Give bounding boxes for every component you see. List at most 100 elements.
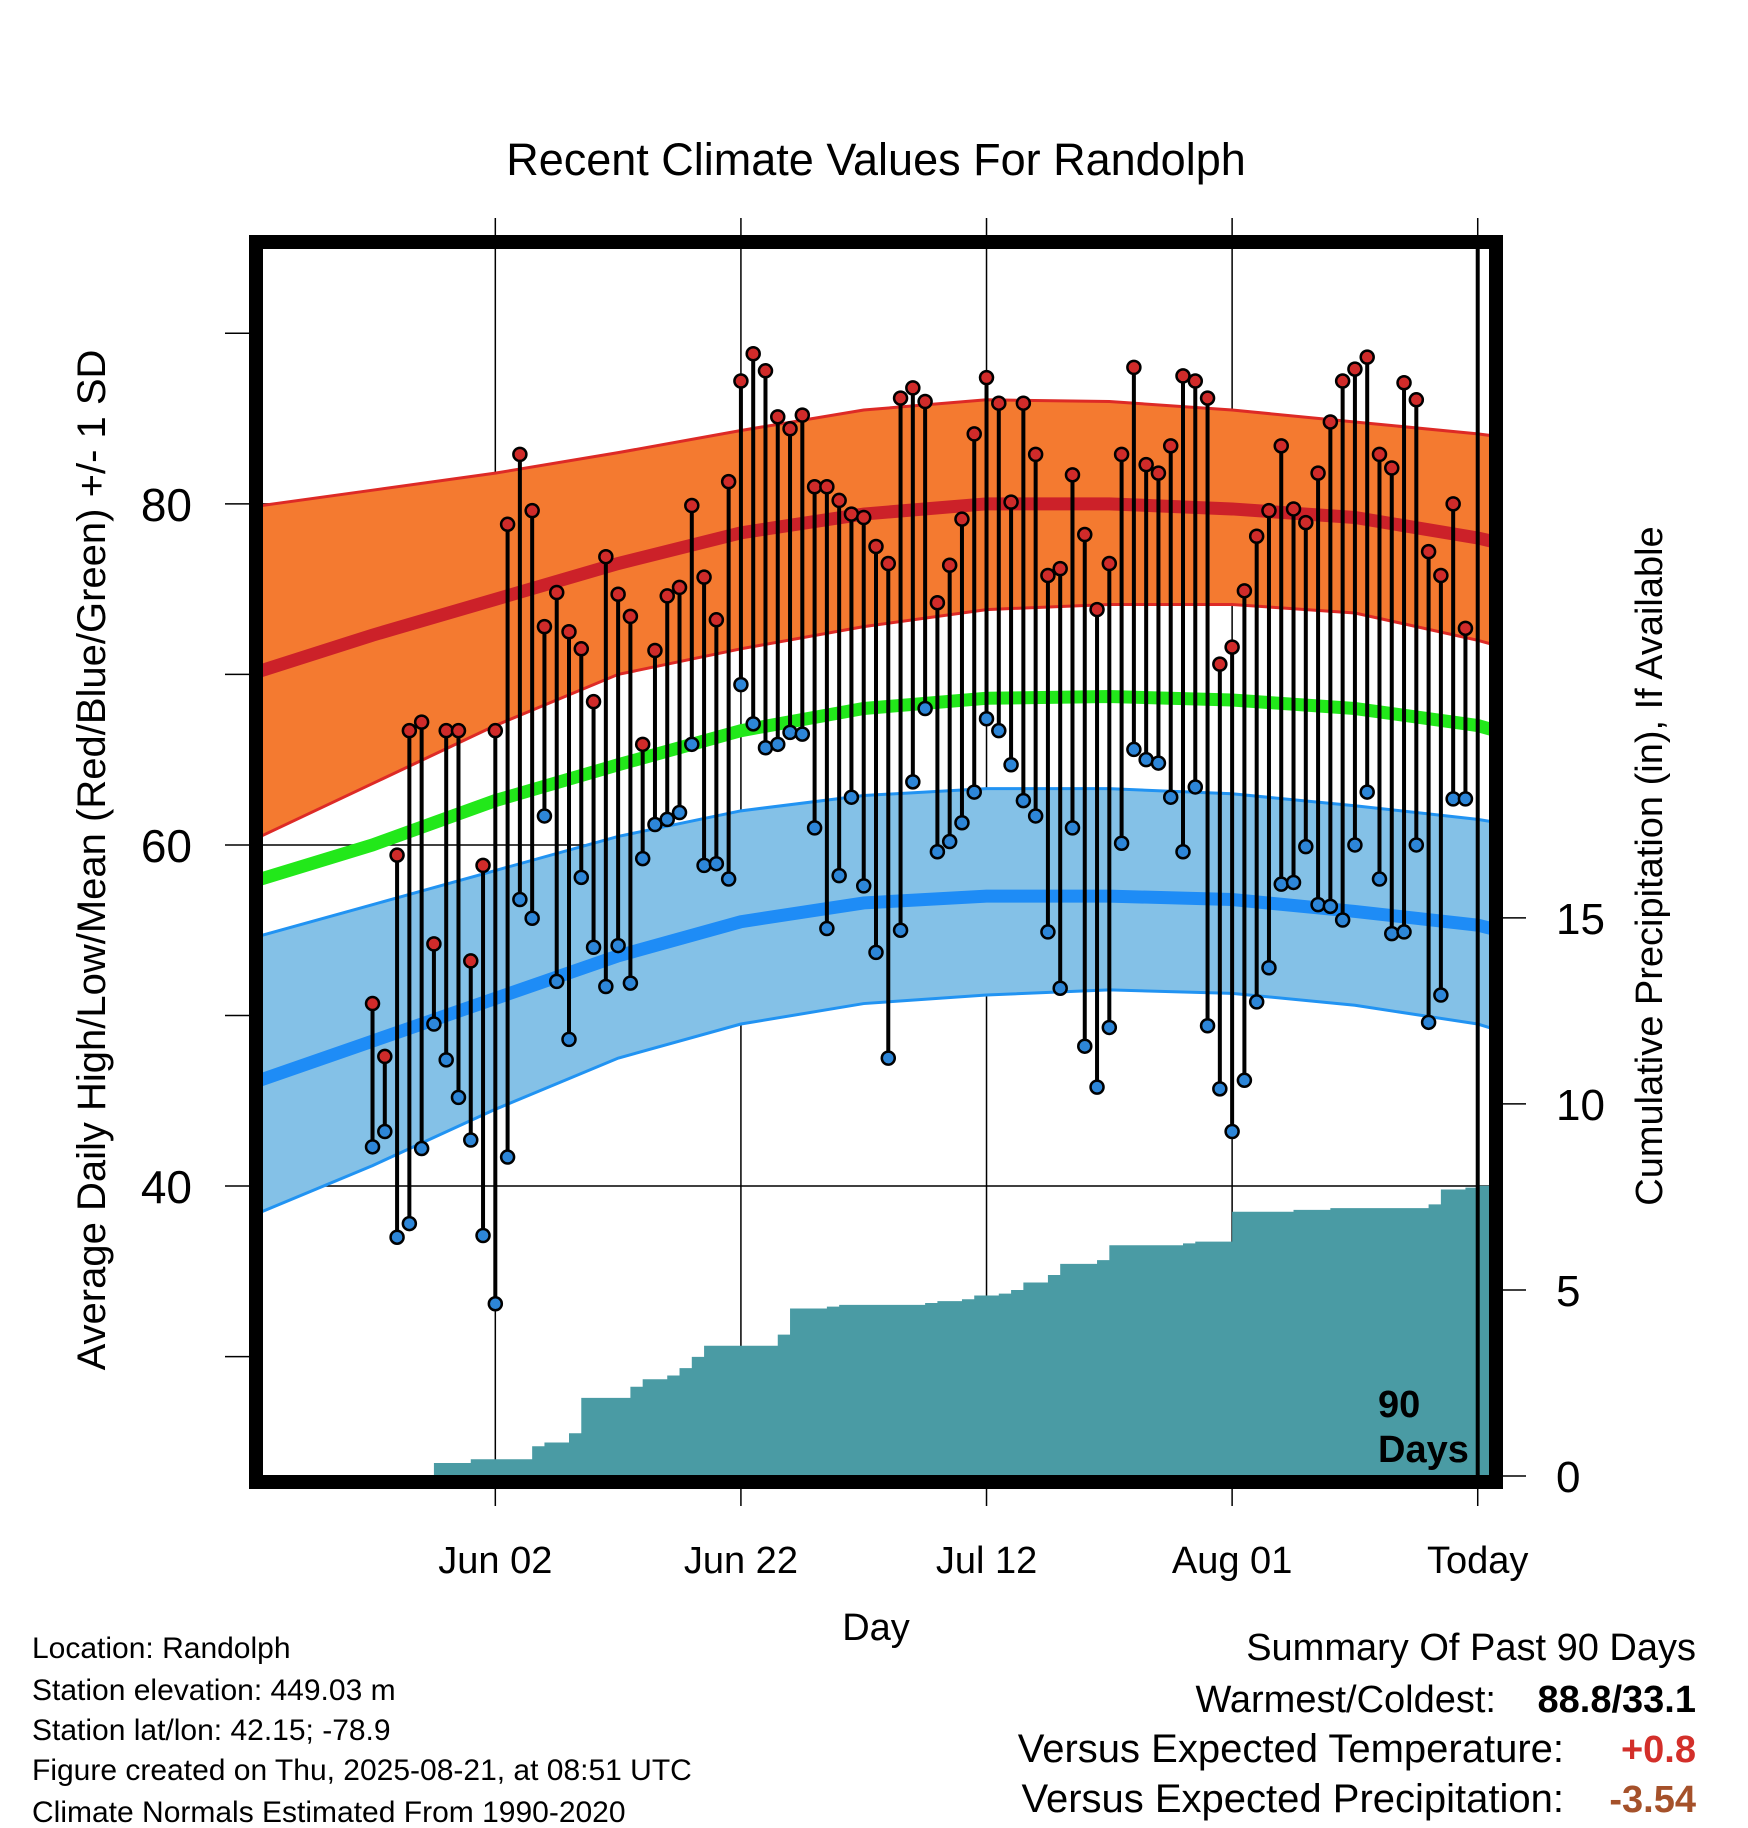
low-point — [389, 1229, 405, 1245]
high-point — [745, 345, 761, 362]
high-point — [1334, 373, 1351, 389]
low-point — [364, 1139, 381, 1155]
high-point — [413, 714, 430, 730]
low-point — [548, 973, 565, 990]
high-point — [1052, 560, 1068, 577]
low-point — [770, 736, 786, 753]
high-point — [426, 936, 442, 952]
high-point — [905, 380, 921, 396]
info-created: Figure created on Thu, 2025-08-21, at 08… — [32, 1754, 692, 1787]
low-point — [757, 739, 774, 756]
high-point — [843, 506, 860, 522]
high-point — [524, 502, 540, 519]
info-latlon: Station lat/lon: 42.15; -78.9 — [32, 1714, 391, 1747]
low-point — [1408, 837, 1425, 853]
low-point — [585, 939, 602, 956]
low-point — [855, 878, 872, 894]
low-point — [1371, 871, 1388, 887]
y2-tick-label: 15 — [1556, 895, 1605, 944]
high-point — [1420, 543, 1437, 560]
high-point — [1212, 656, 1228, 672]
high-point — [1101, 555, 1118, 572]
high-point — [1433, 567, 1449, 584]
high-point — [671, 579, 688, 596]
low-point — [622, 975, 639, 991]
precip-area — [262, 1185, 1490, 1476]
info-elevation: Station elevation: 449.03 m — [32, 1674, 396, 1707]
y-tick-label: 80 — [141, 479, 192, 531]
y2-tick-label: 5 — [1556, 1267, 1580, 1316]
high-point — [1359, 349, 1375, 365]
high-point — [1273, 438, 1289, 454]
low-point — [561, 1031, 577, 1048]
high-point — [536, 618, 553, 635]
low-point — [450, 1089, 467, 1106]
low-point — [1433, 987, 1449, 1003]
low-point — [1236, 1072, 1253, 1089]
high-point — [1236, 583, 1253, 599]
low-point — [733, 676, 749, 693]
summary-title: Summary Of Past 90 Days — [1246, 1627, 1696, 1669]
low-point — [524, 910, 540, 927]
summary-precip-value: -3.54 — [1609, 1779, 1696, 1821]
high-point — [733, 373, 749, 389]
low-point — [1040, 924, 1056, 940]
high-point — [389, 847, 405, 863]
low-point — [941, 833, 958, 850]
today-label-line2: Days — [1378, 1429, 1469, 1471]
low-point — [1273, 876, 1289, 892]
low-point — [1322, 898, 1339, 915]
low-point — [794, 726, 811, 742]
info-location: Location: Randolph — [32, 1632, 291, 1665]
high-point — [1371, 446, 1388, 463]
low-point — [684, 736, 700, 753]
low-point — [831, 867, 847, 884]
high-point — [499, 516, 516, 533]
high-point — [475, 857, 491, 874]
high-point — [610, 586, 626, 602]
low-point — [1224, 1123, 1240, 1140]
high-point — [880, 555, 897, 572]
low-point — [966, 784, 982, 800]
high-point — [573, 641, 590, 657]
y2-tick-label: 0 — [1556, 1453, 1580, 1502]
high-point — [585, 693, 602, 710]
y-tick-label: 40 — [141, 1161, 192, 1213]
plot-frame — [249, 235, 1503, 1489]
low-point — [819, 920, 835, 937]
low-point — [1162, 789, 1179, 805]
high-point — [1027, 446, 1044, 463]
high-point — [917, 393, 933, 410]
low-upper-line — [262, 787, 1490, 937]
axes: Jun 02 Jun 22 Jul 12 Aug 01 Today 40 60 80 0 5 10 1… — [141, 218, 1605, 1582]
high-point — [929, 595, 946, 611]
low-point — [1298, 838, 1314, 855]
summary-temp-label: Versus Expected Temperature: — [1018, 1727, 1564, 1771]
low-point — [1150, 755, 1167, 771]
low-point — [487, 1295, 504, 1312]
high-point — [991, 395, 1007, 411]
high-point — [1298, 514, 1314, 531]
low-point — [843, 789, 860, 805]
low-point — [1027, 808, 1044, 824]
x-tick-label: Today — [1427, 1540, 1528, 1582]
low-point — [512, 891, 528, 908]
low-point — [1175, 844, 1191, 860]
high-point — [1077, 526, 1093, 543]
info-normals: Climate Normals Estimated From 1990-2020 — [32, 1796, 626, 1828]
high-point — [598, 548, 614, 565]
low-point — [1089, 1079, 1105, 1095]
high-point — [782, 421, 798, 437]
low-point — [1003, 757, 1019, 773]
low-point — [438, 1052, 454, 1068]
low-point — [377, 1123, 393, 1140]
low-point — [1199, 1017, 1216, 1034]
low-point — [1384, 925, 1400, 942]
high-point — [892, 390, 909, 406]
low-point — [1015, 792, 1032, 809]
low-point — [782, 724, 798, 741]
precipitation-area — [262, 1185, 1490, 1476]
low-point — [647, 816, 663, 833]
high-point — [512, 446, 528, 463]
y-axis-label: Average Daily High/Low/Mean (Red/Blue/Gr… — [70, 350, 114, 1371]
